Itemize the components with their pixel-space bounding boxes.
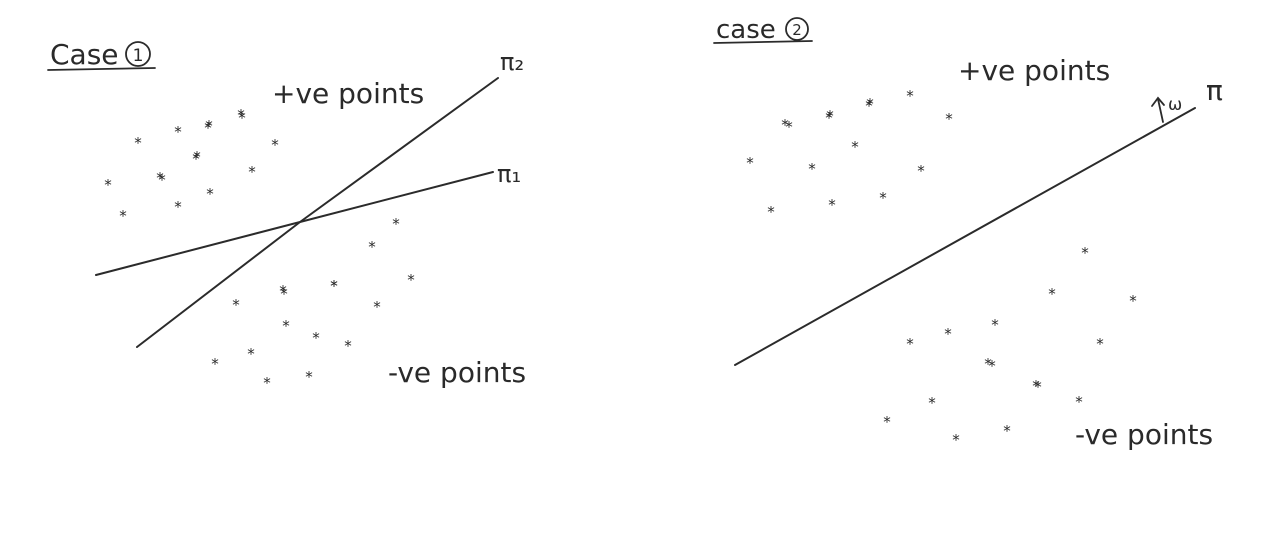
case2-negative-point: * (988, 357, 996, 375)
case1-plane-pi1 (95, 171, 494, 276)
case2-positive-point: * (808, 160, 816, 178)
case2-negative-point: * (1048, 285, 1056, 303)
case2-positive-points: * ** *** **** * ** ** (746, 87, 953, 221)
case1-negative-point: * (232, 296, 240, 314)
case1-negative-label: -ve points (388, 356, 526, 389)
case1-negative-point: * (263, 374, 271, 392)
case1-positive-point: * (134, 134, 142, 152)
case1-negative-point: * (330, 277, 338, 295)
case1-negative-point: * (282, 317, 290, 335)
case1-positive-point: * (237, 106, 245, 124)
case1-plane-pi1-label: π₁ (497, 160, 521, 188)
case1-positive-point: * (271, 136, 279, 154)
case1-negative-point: * (280, 285, 288, 303)
case2-positive-point: * (865, 97, 873, 115)
case2-negative-point: * (1081, 244, 1089, 262)
case2-negative-point: * (883, 413, 891, 431)
case2-number: 2 (792, 21, 802, 39)
case1-positive-point: * (238, 109, 246, 127)
case1-negative-point: * (407, 271, 415, 289)
case2-negative-point: * (952, 431, 960, 449)
case2-negative-point: * (991, 316, 999, 334)
case1-title-underline (47, 67, 156, 71)
case2-positive-point: * (906, 87, 914, 105)
case1-negative-point: * (312, 329, 320, 347)
case1-negative-point: * (247, 345, 255, 363)
case2-negative-label: -ve points (1075, 418, 1213, 451)
case1-positive-point: * (248, 163, 256, 181)
case2-positive-point: * (785, 118, 793, 136)
case1-positive-point: * (156, 169, 164, 187)
case1-number: 1 (133, 46, 144, 66)
case2-negative-point: * (906, 335, 914, 353)
case1-negative-points: **** * ***** ****** (211, 215, 415, 392)
case1-negative-point: * (330, 277, 338, 295)
case2-positive-point: * (781, 116, 789, 134)
case1-negative-point: * (344, 337, 352, 355)
case1-positive-point: * (192, 150, 200, 168)
case1-positive-point: * (205, 117, 213, 135)
case2-normal-label: ω (1168, 95, 1182, 115)
case2-positive-point: * (945, 110, 953, 128)
case1-positive-label: +ve points (272, 77, 424, 110)
case1-positive-point: * (104, 176, 112, 194)
case2-negative-point: * (1075, 393, 1083, 411)
case1-plane-pi2-label: π₂ (500, 48, 524, 76)
case1-negative-point: * (211, 355, 219, 373)
case1-positive-points: ** * ** **** ******* (104, 106, 279, 225)
case2-positive-point: * (746, 154, 754, 172)
case2-positive-point: * (866, 95, 874, 113)
case1-negative-point: * (368, 238, 376, 256)
case1-title: Case (50, 38, 119, 71)
case2-negative-point: * (928, 394, 936, 412)
case2-negative-point: * (944, 325, 952, 343)
case2-normal-arrow (1151, 96, 1165, 123)
case1-plane-pi2 (136, 77, 499, 348)
case1-negative-point: * (305, 368, 313, 386)
case2-positive-point: * (828, 196, 836, 214)
case2-negative-point: * (1129, 292, 1137, 310)
case2-positive-point: * (767, 203, 775, 221)
case1-positive-point: * (174, 123, 182, 141)
case1-positive-point: * (158, 171, 166, 189)
case2-negative-point: * (1032, 377, 1040, 395)
case2-panel: case 2 +ve points -ve points π ω * ** *** *… (713, 15, 1223, 451)
case2-positive-point: * (851, 138, 859, 156)
case1-positive-point: * (174, 198, 182, 216)
case2-positive-point: * (826, 107, 834, 125)
case2-negative-point: * (1003, 422, 1011, 440)
case1-number-circle (125, 41, 151, 67)
case2-negative-point: * (1096, 335, 1104, 353)
case2-positive-label: +ve points (958, 54, 1110, 87)
case1-negative-point: * (279, 282, 287, 300)
case2-title: case (716, 15, 776, 45)
case1-positive-point: * (206, 185, 214, 203)
case1-positive-point: * (193, 148, 201, 166)
case1-positive-point: * (119, 207, 127, 225)
case1-negative-point: * (373, 298, 381, 316)
case2-positive-point: * (917, 162, 925, 180)
case2-negative-points: ** *** ******** *** (883, 244, 1137, 449)
case1-positive-point: * (204, 119, 212, 137)
case2-positive-point: * (825, 109, 833, 127)
case2-number-circle (785, 17, 809, 41)
case1-panel: Case 1 +ve points -ve points π₂ π₁ * * * * *… (47, 38, 526, 392)
case2-negative-point: * (1034, 378, 1042, 396)
case2-plane-pi-label: π (1206, 74, 1223, 107)
case2-title-underline (713, 40, 813, 44)
case2-negative-point: * (984, 355, 992, 373)
case2-plane-pi (734, 107, 1196, 366)
case1-negative-point: * (392, 215, 400, 233)
case2-positive-point: * (879, 189, 887, 207)
